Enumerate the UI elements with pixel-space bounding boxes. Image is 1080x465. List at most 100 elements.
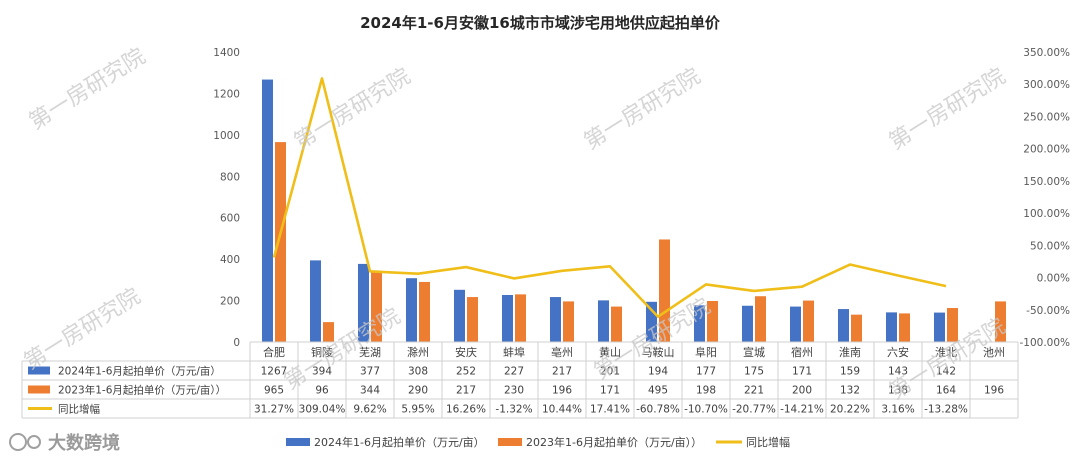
left-tick-label: 1000 bbox=[213, 130, 240, 142]
table-cell: 17.41% bbox=[590, 404, 630, 416]
table-row-header: 2023年1-6月起拍单价（万元/亩）） bbox=[58, 384, 226, 397]
category-label: 黄山 bbox=[599, 345, 621, 359]
category-label: 马鞍山 bbox=[642, 345, 675, 359]
watermark: 第一房研究院 bbox=[25, 44, 150, 135]
category-label: 宣城 bbox=[743, 345, 765, 359]
data-table: 合肥 铜陵 芜湖 滁州 安庆 蚌埠 亳州 黄山 马鞍山 阜阳 宣城 宿州 淮南 六安 淮北 池州 2024年1-… bbox=[21, 341, 1019, 419]
category-label: 阜阳 bbox=[695, 346, 717, 359]
bar-2024 bbox=[886, 312, 897, 342]
table-cell: 138 bbox=[888, 385, 908, 397]
table-cell: 194 bbox=[648, 366, 668, 378]
table-cell: 344 bbox=[360, 385, 380, 397]
table-cell: 230 bbox=[504, 385, 524, 397]
table-cell: 3.16% bbox=[881, 404, 914, 416]
table-row-swatch bbox=[28, 366, 50, 375]
table-row-header: 同比增幅 bbox=[58, 403, 100, 416]
table-cell: 132 bbox=[840, 385, 860, 397]
table-cell: 227 bbox=[504, 366, 524, 378]
table-cell: 308 bbox=[408, 366, 428, 378]
watermark: 第一房研究院 bbox=[280, 304, 405, 395]
category-label: 淮北 bbox=[935, 346, 957, 359]
legend-label-line: 同比增幅 bbox=[746, 435, 790, 449]
table-cell: 1267 bbox=[261, 366, 288, 378]
right-tick-label: 250.00% bbox=[1023, 111, 1070, 123]
category-label: 池州 bbox=[983, 346, 1005, 359]
left-tick-label: 0 bbox=[233, 337, 240, 349]
bar-2024 bbox=[310, 260, 321, 342]
bar-2023 bbox=[371, 270, 382, 342]
table-cell: 96 bbox=[315, 385, 329, 397]
bar-2023 bbox=[899, 313, 910, 342]
logo-text: 大数跨境 bbox=[48, 432, 120, 454]
bar-2024 bbox=[790, 306, 801, 342]
growth-line-path bbox=[272, 77, 947, 319]
table-cell: 9.62% bbox=[353, 404, 386, 416]
table-cell: 164 bbox=[936, 385, 956, 397]
bar-2023 bbox=[947, 308, 958, 342]
table-cell: 217 bbox=[456, 385, 476, 397]
table-cell: 196 bbox=[552, 385, 572, 397]
category-label: 芜湖 bbox=[359, 345, 381, 359]
right-tick-label: -100.00% bbox=[1019, 337, 1070, 349]
logo-icon-dot bbox=[27, 435, 41, 449]
bar-2023 bbox=[563, 301, 574, 342]
bar-2023 bbox=[611, 306, 622, 342]
bar-2023 bbox=[707, 300, 718, 342]
left-tick-label: 600 bbox=[220, 213, 240, 225]
bar-2023 bbox=[995, 301, 1006, 342]
bar-2024 bbox=[358, 263, 369, 342]
table-cell: -10.70% bbox=[684, 404, 728, 416]
bar-2023 bbox=[659, 239, 670, 342]
right-tick-label: -50.00% bbox=[1026, 305, 1070, 317]
legend-swatch-2023 bbox=[498, 438, 522, 446]
bar-2024 bbox=[694, 305, 705, 342]
bar-2023 bbox=[851, 314, 862, 342]
table-row-swatch bbox=[28, 385, 50, 394]
right-tick-label: 0.00% bbox=[1037, 273, 1070, 285]
table-cell: -14.21% bbox=[780, 404, 824, 416]
bar-2024 bbox=[598, 300, 609, 342]
legend-label-2024: 2024年1-6月起拍单价（万元/亩） bbox=[314, 435, 485, 449]
table-cell: 175 bbox=[744, 366, 764, 378]
left-tick-label: 400 bbox=[220, 254, 240, 266]
category-label: 铜陵 bbox=[311, 345, 333, 359]
bar-2024 bbox=[742, 305, 753, 342]
bar-2024 bbox=[262, 79, 273, 343]
legend-swatch-2024 bbox=[286, 438, 310, 446]
table-cell: 20.22% bbox=[830, 404, 870, 416]
bars bbox=[262, 79, 1006, 343]
right-tick-label: 100.00% bbox=[1023, 208, 1070, 220]
table-cell: 377 bbox=[360, 366, 380, 378]
watermark: 第一房研究院 bbox=[580, 64, 705, 155]
growth-line bbox=[272, 77, 947, 319]
table-cell: 252 bbox=[456, 366, 476, 378]
right-tick-label: 50.00% bbox=[1030, 240, 1070, 252]
bar-2024 bbox=[406, 278, 417, 342]
right-tick-label: 350.00% bbox=[1023, 47, 1070, 59]
category-label: 亳州 bbox=[551, 345, 573, 359]
bar-2024 bbox=[502, 294, 513, 342]
right-tick-label: 150.00% bbox=[1023, 176, 1070, 188]
category-label: 合肥 bbox=[263, 345, 285, 359]
right-tick-label: 300.00% bbox=[1023, 79, 1070, 91]
table-cell: -13.28% bbox=[924, 404, 968, 416]
table-cell: 221 bbox=[744, 385, 764, 397]
right-axis-ticks: -100.00% -50.00% 0.00% 50.00% 100.00% 150.00%… bbox=[1019, 47, 1070, 349]
table-cell: 217 bbox=[552, 366, 572, 378]
category-label: 六安 bbox=[887, 345, 909, 359]
table-cell: 5.95% bbox=[401, 404, 434, 416]
table-cell: 200 bbox=[792, 385, 812, 397]
table-cell: 290 bbox=[408, 385, 428, 397]
category-label: 滁州 bbox=[407, 345, 429, 359]
table-cell: -60.78% bbox=[636, 404, 680, 416]
bar-2023 bbox=[515, 294, 526, 342]
table-cell: 177 bbox=[696, 366, 716, 378]
bar-2023 bbox=[275, 142, 286, 342]
table-cell: -20.77% bbox=[732, 404, 776, 416]
left-axis-ticks: 0 200 400 600 800 1000 1200 1400 bbox=[213, 47, 240, 349]
logo-icon bbox=[9, 433, 27, 451]
legend-label-2023: 2023年1-6月起拍单价（万元/亩）） bbox=[526, 435, 702, 449]
category-label: 蚌埠 bbox=[503, 345, 525, 359]
left-tick-label: 1200 bbox=[213, 88, 240, 100]
